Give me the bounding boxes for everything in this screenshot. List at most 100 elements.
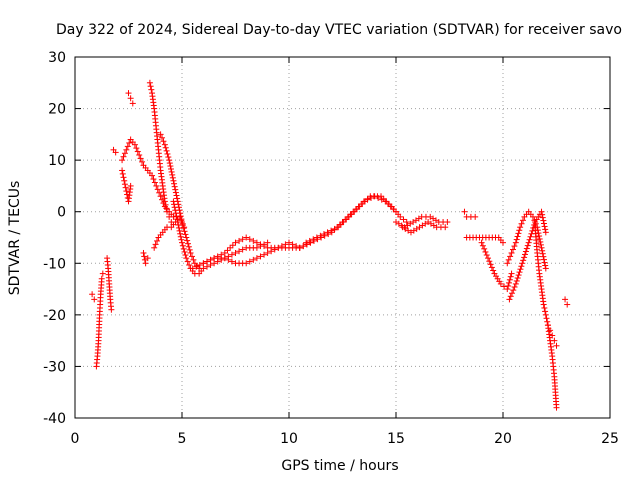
data-point	[151, 244, 158, 251]
data-point	[236, 237, 243, 244]
data-point	[538, 244, 545, 251]
data-point	[171, 204, 178, 211]
plot-frame	[74, 56, 611, 419]
data-point	[535, 230, 542, 237]
data-point	[200, 265, 207, 272]
data-point	[127, 182, 134, 189]
data-point	[91, 296, 98, 303]
data-point	[364, 195, 371, 202]
x-axis-title: GPS time / hours	[281, 458, 398, 474]
data-point	[537, 238, 544, 245]
data-point	[300, 243, 307, 250]
data-point	[136, 151, 143, 158]
data-point	[303, 239, 310, 246]
data-point	[540, 217, 547, 224]
data-point	[148, 86, 155, 93]
y-tick-label: -40	[43, 411, 66, 427]
data-point	[180, 245, 187, 252]
data-point	[487, 261, 494, 268]
data-point	[89, 291, 96, 298]
data-point	[154, 186, 161, 193]
data-point	[337, 221, 344, 228]
data-point	[310, 236, 317, 243]
y-tick-label: 30	[48, 50, 66, 66]
data-point	[173, 192, 180, 199]
data-point	[123, 188, 130, 195]
y-tick-label: 20	[48, 102, 66, 118]
data-point	[99, 270, 106, 277]
data-point	[228, 258, 235, 265]
data-point	[531, 217, 538, 224]
data-point	[525, 239, 532, 246]
y-tick-label: -20	[43, 308, 66, 324]
data-point	[508, 249, 515, 256]
data-point	[211, 260, 218, 267]
data-point	[264, 239, 271, 246]
data-point	[119, 167, 126, 174]
data-point	[481, 245, 488, 252]
data-point	[196, 262, 203, 269]
x-tick-label: 20	[494, 431, 512, 447]
data-point	[174, 216, 181, 223]
data-point	[166, 157, 173, 164]
data-point	[505, 256, 512, 263]
data-point	[515, 272, 522, 279]
data-point	[246, 236, 253, 243]
data-point	[486, 258, 493, 265]
data-point	[523, 245, 530, 252]
data-point	[246, 258, 253, 265]
x-tick-label: 5	[178, 431, 187, 447]
data-point	[129, 100, 136, 107]
data-point	[343, 216, 350, 223]
data-point	[139, 158, 146, 165]
data-point	[264, 249, 271, 256]
data-point	[261, 251, 268, 258]
data-point	[163, 147, 170, 154]
data-point	[509, 246, 516, 253]
data-point	[519, 217, 526, 224]
data-point	[324, 229, 331, 236]
data-point	[200, 260, 207, 267]
data-point	[167, 165, 174, 172]
data-point	[461, 208, 468, 215]
data-point	[482, 248, 489, 255]
data-point	[517, 224, 524, 231]
data-point	[361, 198, 368, 205]
data-point	[506, 276, 513, 283]
data-point	[507, 273, 514, 280]
data-point	[532, 220, 539, 227]
data-point	[510, 287, 517, 294]
data-point	[229, 242, 236, 249]
data-point	[186, 246, 193, 253]
x-tick-label: 10	[280, 431, 298, 447]
data-point	[512, 280, 519, 287]
data-point	[98, 275, 105, 282]
data-point	[539, 214, 546, 221]
data-point	[121, 150, 128, 157]
data-point	[181, 228, 188, 235]
x-tick-label: 15	[387, 431, 405, 447]
y-tick-label: 0	[57, 205, 66, 221]
data-point	[150, 176, 157, 183]
data-point	[253, 255, 260, 262]
data-point	[500, 239, 506, 246]
data-point	[542, 308, 549, 315]
data-point	[189, 265, 196, 272]
data-point	[120, 174, 127, 181]
data-point	[540, 220, 547, 227]
data-point	[483, 252, 490, 259]
data-point	[478, 239, 485, 246]
data-point	[553, 404, 560, 411]
data-point	[125, 90, 132, 97]
data-point	[165, 154, 172, 161]
data-point	[539, 247, 546, 254]
data-point	[169, 174, 176, 181]
grid	[75, 57, 610, 418]
data-point	[516, 269, 523, 276]
data-point	[179, 242, 186, 249]
data-point	[479, 242, 486, 249]
data-point	[320, 231, 327, 238]
data-point	[243, 234, 250, 241]
data-point	[161, 141, 168, 148]
